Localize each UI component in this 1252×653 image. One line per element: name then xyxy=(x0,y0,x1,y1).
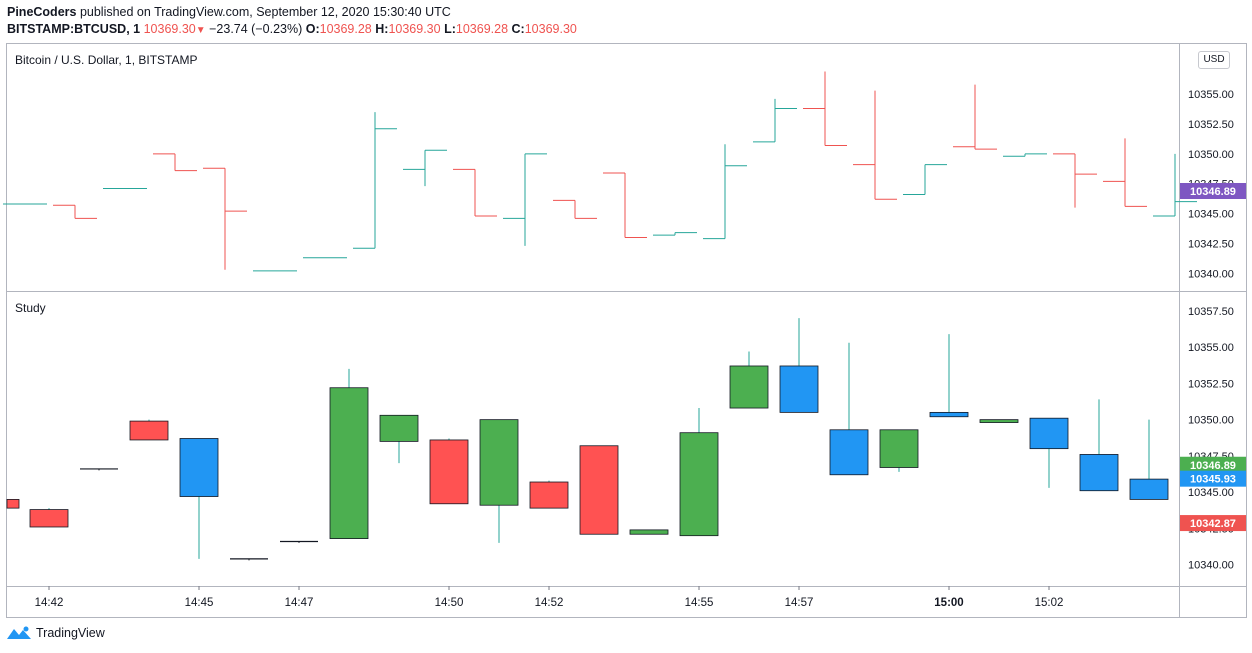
candle-body xyxy=(529,481,569,509)
chart-frame[interactable] xyxy=(6,43,1247,618)
high-label: H: xyxy=(375,22,389,36)
price-tick-label: 10345.00 xyxy=(1188,487,1234,499)
price-tick-label: 10342.50 xyxy=(1188,238,1234,250)
price-tick-label: 10350.00 xyxy=(1188,415,1234,427)
last-price-tag xyxy=(1180,183,1246,200)
time-tick-label: 15:00 xyxy=(934,597,963,609)
footer-brand-label: TradingView xyxy=(36,626,105,640)
price-tick-label: 10350.00 xyxy=(1188,149,1234,161)
candle-partial xyxy=(6,499,20,509)
candle-body xyxy=(429,439,469,505)
candle-body xyxy=(1029,417,1069,450)
open-value: 10369.28 xyxy=(319,22,372,36)
high-value: 10369.30 xyxy=(388,22,441,36)
last-price-tag-text: 10346.89 xyxy=(1190,186,1236,198)
down-arrow-icon: ▼ xyxy=(195,25,206,36)
price-tick-label: 10355.00 xyxy=(1188,89,1234,101)
study-price-tag xyxy=(1180,515,1246,532)
low-value: 10369.28 xyxy=(455,22,509,36)
publisher-name[interactable]: PineCoders xyxy=(7,5,77,19)
bottom-pane-label: Study xyxy=(15,301,46,315)
study-price-tag xyxy=(1180,456,1246,473)
candle-body xyxy=(629,529,669,535)
candle-body xyxy=(679,432,719,537)
published-text: published on TradingView.com, September … xyxy=(76,5,451,19)
price-tick-label: 10345.00 xyxy=(1188,209,1234,221)
time-tick-label: 14:50 xyxy=(435,597,464,609)
publish-line: PineCoders published on TradingView.com,… xyxy=(7,5,451,19)
time-tick-label: 14:42 xyxy=(35,597,64,609)
candle-body xyxy=(1129,478,1169,500)
study-price-tag xyxy=(1180,470,1246,487)
time-tick-label: 15:02 xyxy=(1035,597,1064,609)
candle-body xyxy=(329,387,369,539)
candle-body xyxy=(1079,454,1119,492)
top-pane-label: Bitcoin / U.S. Dollar, 1, BITSTAMP xyxy=(15,53,198,67)
close-value: 10369.30 xyxy=(524,22,577,36)
price-tick-label: 10352.50 xyxy=(1188,119,1234,131)
price-tick-label: 10357.50 xyxy=(1188,306,1234,318)
candle-body xyxy=(829,429,869,476)
time-tick-label: 14:55 xyxy=(685,597,714,609)
candle-body xyxy=(779,365,819,413)
open-label: O: xyxy=(305,22,320,36)
candle-body xyxy=(379,414,419,442)
footer-brand[interactable]: TradingView xyxy=(6,625,105,641)
study-price-tag-text: 10346.89 xyxy=(1190,460,1236,472)
price-tick-label: 10340.00 xyxy=(1188,560,1234,572)
price-tick-label: 10340.00 xyxy=(1188,268,1234,280)
candle-body xyxy=(729,365,769,409)
time-axis-divider xyxy=(6,586,1247,587)
time-tick-label: 14:47 xyxy=(285,597,314,609)
price-tick-label: 10352.50 xyxy=(1188,378,1234,390)
currency-button[interactable]: USD xyxy=(1198,51,1230,69)
time-tick-label: 14:57 xyxy=(785,597,814,609)
tradingview-logo-icon xyxy=(7,626,31,639)
pane-separator[interactable] xyxy=(6,291,1247,292)
candle-body xyxy=(979,419,1019,423)
candle-body xyxy=(929,411,969,418)
candle-body xyxy=(479,419,519,506)
candle-body xyxy=(29,509,69,528)
time-tick-label: 14:45 xyxy=(185,597,214,609)
candle-body xyxy=(879,429,919,468)
close-label: C: xyxy=(511,22,525,36)
candle-body xyxy=(579,445,619,535)
study-price-tag-text: 10345.93 xyxy=(1190,474,1236,486)
price-axis-divider[interactable] xyxy=(1179,43,1180,618)
study-price-tag-text: 10342.87 xyxy=(1190,518,1236,530)
low-label: L: xyxy=(444,22,456,36)
last-price: 10369.30 xyxy=(143,22,196,36)
price-tick-label: 10355.00 xyxy=(1188,342,1234,354)
symbol-label: BITSTAMP:BTCUSD, 1 xyxy=(7,22,141,36)
time-tick-label: 14:52 xyxy=(535,597,564,609)
candle-body xyxy=(179,438,219,497)
candle-body xyxy=(129,420,169,441)
price-change: −23.74 (−0.23%) xyxy=(209,22,303,36)
legend-line: BITSTAMP:BTCUSD, 1 10369.30▼ −23.74 (−0.… xyxy=(7,22,577,36)
